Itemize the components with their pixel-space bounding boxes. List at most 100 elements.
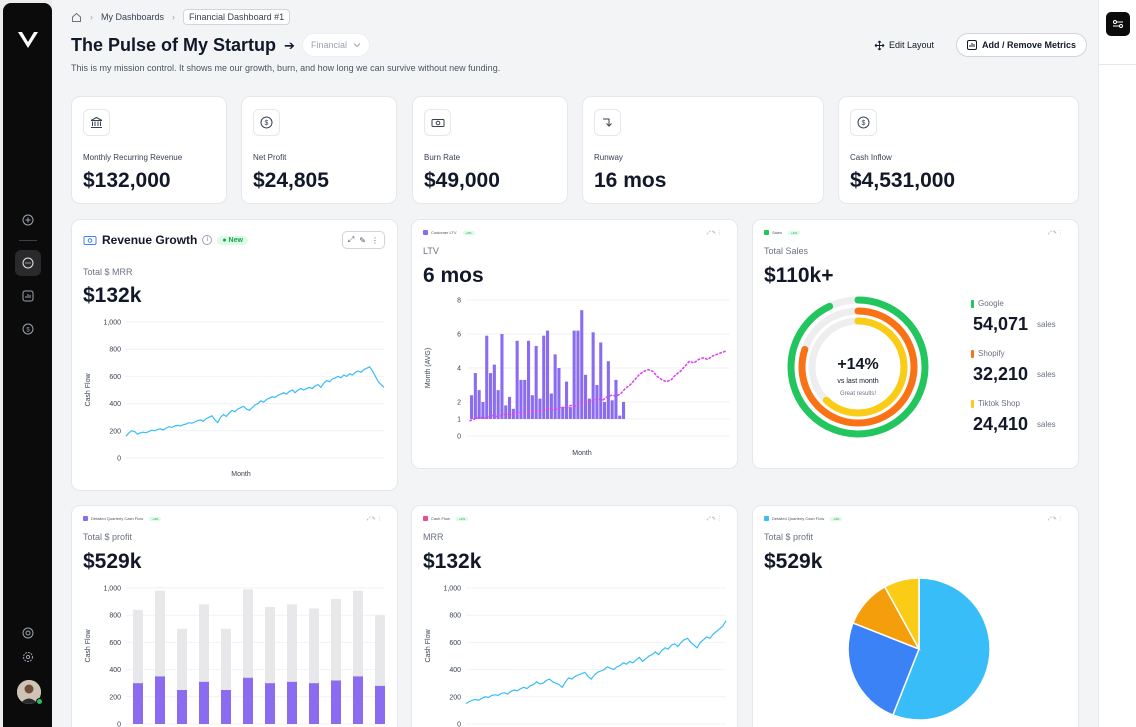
mini-title: Cash Flow +4% xyxy=(423,516,468,521)
y-tick-label: 800 xyxy=(109,613,121,620)
ltv-bar xyxy=(572,330,576,419)
profit-pie-chart xyxy=(847,578,991,721)
sales-donut-chart xyxy=(787,296,929,438)
ltv-bar xyxy=(534,345,538,419)
ltv-bar xyxy=(557,368,561,419)
donut-note: Great results! xyxy=(839,391,876,397)
sales-card[interactable]: Sales +4% ⤢✎⋮ Total Sales $110k+ +14% vs … xyxy=(752,219,1079,469)
toggle-settings-icon[interactable] xyxy=(1106,12,1130,36)
metric-label: Total $ profit xyxy=(764,532,814,542)
y-tick-label: 1,000 xyxy=(443,586,461,593)
legend-google: Google xyxy=(971,299,1004,308)
category-select[interactable]: Financial xyxy=(302,33,371,57)
chat-icon[interactable] xyxy=(15,250,41,276)
revenue-line xyxy=(125,366,385,437)
kpi-card-runway[interactable]: Runway 16 mos xyxy=(582,96,824,204)
card-tools-icon[interactable]: ⤢✎⋮ xyxy=(366,516,383,522)
revenue-growth-header: Revenue Growth i ● New xyxy=(83,233,248,247)
kpi-value: $132,000 xyxy=(83,169,171,192)
add-remove-metrics-button[interactable]: Add / Remove Metrics xyxy=(956,33,1088,57)
profit-bar xyxy=(155,676,165,724)
legend-tiktok-shop: Tiktok Shop xyxy=(971,399,1020,408)
breadcrumb-current[interactable]: Financial Dashboard #1 xyxy=(183,9,291,25)
y-tick-label: 400 xyxy=(449,667,461,674)
donut-subtitle: vs last month xyxy=(837,378,879,385)
y-tick-label: 200 xyxy=(449,694,461,701)
mini-title-text: Customer LTV xyxy=(431,230,457,235)
kpi-label: Burn Rate xyxy=(424,153,461,162)
profit-pie-card[interactable]: Detailed Quarterly Cash Flow +4% ⤢✎⋮ Tota… xyxy=(752,505,1079,727)
breadcrumb-separator: › xyxy=(172,12,176,22)
mini-title: Sales +4% xyxy=(764,230,801,235)
y-tick-label: 6 xyxy=(457,332,461,339)
new-badge-label: New xyxy=(228,236,243,244)
metric-value: 6 mos xyxy=(423,264,484,287)
mini-title: Detailed Quarterly Cash Flow +4% xyxy=(764,516,843,521)
kpi-card-burn-rate[interactable]: Burn Rate $49,000 xyxy=(412,96,568,204)
legend-swatch xyxy=(971,299,974,308)
ltv-bar xyxy=(565,381,569,419)
ltv-bar xyxy=(576,330,580,419)
edit-pencil-icon[interactable]: ✎ xyxy=(359,235,366,245)
mini-title-dot xyxy=(83,516,88,521)
dollar-icon: $ xyxy=(850,109,877,136)
chevron-down-icon xyxy=(353,43,361,48)
breadcrumb-my-dashboards[interactable]: My Dashboards xyxy=(101,12,165,22)
profit-bar xyxy=(221,690,231,724)
metric-value: $529k xyxy=(83,550,142,573)
mini-badge: +4% xyxy=(455,516,468,521)
card-tools-icon[interactable]: ⤢✎⋮ xyxy=(1047,230,1064,236)
new-badge: ● New xyxy=(217,235,248,245)
cash-icon xyxy=(83,235,97,245)
move-icon xyxy=(874,40,885,50)
y-tick-label: 800 xyxy=(109,347,121,354)
y-tick-label: 0 xyxy=(117,722,121,727)
ltv-card[interactable]: Customer LTV +4% ⤢✎⋮ LTV 6 mos 8 6 4 2 1 0 Mont… xyxy=(411,219,738,469)
metric-label: Total $ profit xyxy=(83,532,133,542)
revenue-growth-card[interactable]: Revenue Growth i ● New ⤢ ✎ ⋮ Total $ MRR… xyxy=(71,219,398,491)
sidebar-divider xyxy=(19,240,37,241)
legend-label: Tiktok Shop xyxy=(978,399,1020,408)
ltv-trend-line xyxy=(469,350,727,422)
ltv-bar xyxy=(584,374,588,419)
metric-label: LTV xyxy=(423,246,439,256)
profit-bar xyxy=(375,685,385,724)
chart-icon[interactable] xyxy=(15,283,41,309)
ltv-bar xyxy=(580,310,584,419)
y-tick-label: 200 xyxy=(109,694,121,701)
help-icon[interactable] xyxy=(15,620,41,646)
pie-slice xyxy=(847,621,920,716)
add-remove-metrics-label: Add / Remove Metrics xyxy=(982,40,1077,50)
kpi-card-cash-inflow[interactable]: $ Cash Inflow $4,531,000 xyxy=(838,96,1079,204)
app-logo-icon[interactable] xyxy=(17,30,39,50)
card-tools-icon[interactable]: ⤢✎⋮ xyxy=(1047,516,1064,522)
y-tick-label: 1,000 xyxy=(103,586,121,593)
ltv-bar xyxy=(622,402,626,419)
mini-title-dot xyxy=(764,230,769,235)
kpi-label: Cash Inflow xyxy=(850,153,892,162)
ltv-bar xyxy=(527,340,531,419)
metric-label: Total $ MRR xyxy=(83,267,133,277)
expand-icon[interactable]: ⤢ xyxy=(347,235,355,244)
kpi-value: $24,805 xyxy=(253,169,329,192)
card-tools-icon[interactable]: ⤢✎⋮ xyxy=(706,230,723,236)
y-tick-label: 4 xyxy=(457,366,461,373)
info-icon[interactable]: i xyxy=(202,235,213,245)
home-icon[interactable] xyxy=(71,12,82,23)
category-select-value: Financial xyxy=(311,40,348,50)
right-panel-divider xyxy=(1099,64,1136,65)
ltv-bar xyxy=(530,395,534,419)
legend-unit: sales xyxy=(1037,420,1056,429)
settings-gear-icon[interactable] xyxy=(15,644,41,670)
more-vertical-icon[interactable]: ⋮ xyxy=(371,235,379,245)
kpi-card-mrr[interactable]: Monthly Recurring Revenue $132,000 xyxy=(71,96,227,204)
quarterly-cashflow-card[interactable]: Detailed Quarterly Cash Flow +4% ⤢✎⋮ Tota… xyxy=(71,505,398,727)
card-tools-icon[interactable]: ⤢✎⋮ xyxy=(706,516,723,522)
ltv-bar xyxy=(568,407,572,419)
total-bar xyxy=(265,607,275,724)
dollar-circle-icon[interactable]: $ xyxy=(15,316,41,342)
kpi-card-net-profit[interactable]: $ Net Profit $24,805 xyxy=(241,96,397,204)
add-icon[interactable] xyxy=(15,207,41,233)
cashflow-card[interactable]: Cash Flow +4% ⤢✎⋮ MRR $132k 1,000 800 600 40… xyxy=(411,505,738,727)
edit-layout-button[interactable]: Edit Layout xyxy=(874,38,934,52)
